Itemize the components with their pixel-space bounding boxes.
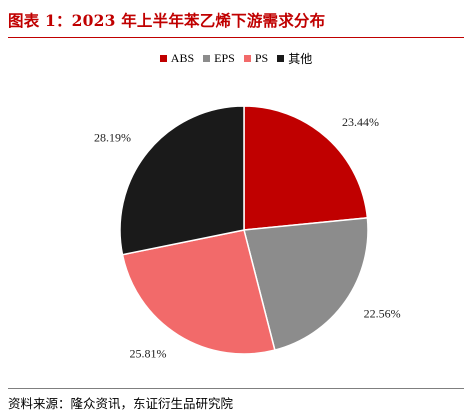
- slice-value-label: 22.56%: [364, 307, 401, 321]
- pie-slice: [121, 229, 276, 355]
- source-note: 资料来源：隆众资讯，东证衍生品研究院: [8, 396, 234, 411]
- pie-slice: [243, 217, 369, 352]
- slice-value-label: 25.81%: [130, 347, 167, 361]
- legend-label: ABS: [170, 51, 195, 65]
- legend-swatch: [243, 55, 251, 62]
- pie-slice: [243, 105, 369, 231]
- chart-title: 图表 1：2023 年上半年苯乙烯下游需求分布: [8, 11, 326, 30]
- legend-label: 其他: [288, 52, 313, 66]
- legend-item: EPS: [203, 50, 235, 67]
- legend-label: EPS: [214, 51, 235, 65]
- slice-value-label: 28.19%: [94, 131, 131, 145]
- legend-item: 其他: [277, 50, 312, 67]
- pie-slice: [119, 105, 245, 256]
- slice-value-label: 23.44%: [342, 115, 379, 129]
- source-divider: [8, 388, 464, 389]
- legend-swatch: [159, 55, 167, 62]
- legend-swatch: [277, 55, 285, 62]
- legend-label: PS: [254, 51, 269, 65]
- legend-item: ABS: [159, 50, 195, 67]
- legend-item: PS: [243, 50, 269, 67]
- chart-legend: ABS EPS PS 其他: [0, 50, 472, 67]
- legend-swatch: [203, 55, 211, 62]
- title-divider: [8, 37, 464, 38]
